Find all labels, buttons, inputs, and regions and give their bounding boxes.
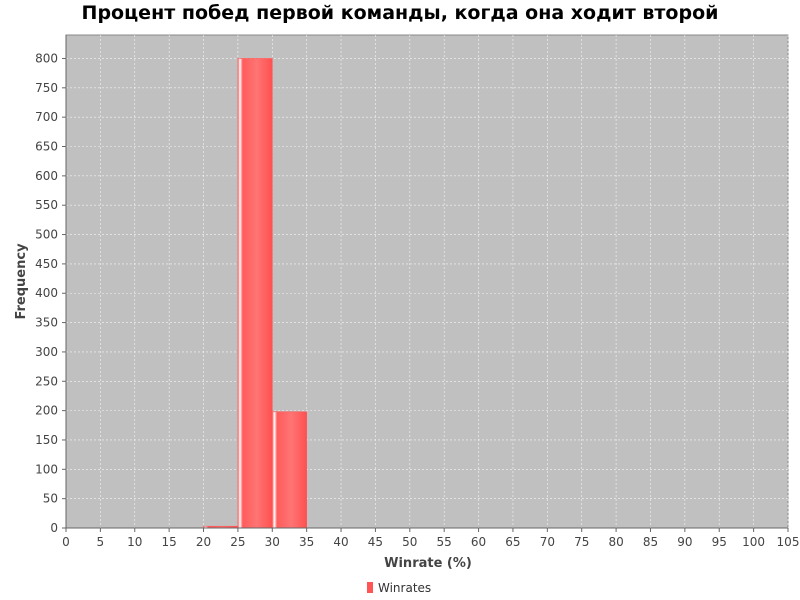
y-tick-label: 300 — [35, 345, 58, 359]
y-axis-label: Frequency — [14, 243, 29, 320]
y-tick-label: 0 — [50, 521, 58, 535]
y-tick-label: 650 — [35, 140, 58, 154]
x-tick-label: 45 — [368, 535, 383, 549]
legend-label-winrates: Winrates — [378, 581, 431, 595]
x-tick-label: 100 — [742, 535, 765, 549]
y-tick-label: 500 — [35, 228, 58, 242]
x-tick-label: 80 — [608, 535, 623, 549]
y-tick-label: 350 — [35, 316, 58, 330]
y-tick-label: 750 — [35, 81, 58, 95]
x-tick-label: 50 — [402, 535, 417, 549]
grid-lines — [65, 35, 789, 529]
histogram-bar — [237, 58, 273, 529]
y-tick-label: 600 — [35, 169, 58, 183]
chart-title: Процент побед первой команды, когда она … — [81, 2, 719, 24]
x-tick-label: 15 — [162, 535, 177, 549]
legend-swatch-winrates — [367, 582, 373, 593]
x-tick-label: 95 — [712, 535, 727, 549]
x-tick-label: 90 — [677, 535, 692, 549]
x-tick-label: 75 — [574, 535, 589, 549]
x-tick-label: 10 — [127, 535, 142, 549]
x-tick-label: 25 — [230, 535, 245, 549]
y-tick-label: 50 — [43, 492, 58, 506]
axes: 0 5 10 15 20 25 30 35 40 45 50 55 60 65 70 75 80 85 90 95 10… — [35, 35, 799, 549]
x-tick-label: 65 — [505, 535, 520, 549]
y-tick-label: 550 — [35, 198, 58, 212]
y-tick-label: 250 — [35, 374, 58, 388]
x-axis-label: Winrate (%) — [384, 556, 472, 571]
x-tick-label: 5 — [97, 535, 105, 549]
y-tick-label: 700 — [35, 110, 58, 124]
y-tick-label: 150 — [35, 433, 58, 447]
x-tick-label: 20 — [196, 535, 211, 549]
legend: Winrates — [367, 581, 431, 595]
x-tick-label: 60 — [471, 535, 486, 549]
y-tick-label: 200 — [35, 404, 58, 418]
y-tick-label: 400 — [35, 286, 58, 300]
x-tick-label: 30 — [265, 535, 280, 549]
x-tick-label: 40 — [333, 535, 348, 549]
x-tick-label: 105 — [777, 535, 800, 549]
x-tick-label: 70 — [540, 535, 555, 549]
x-tick-label: 55 — [437, 535, 452, 549]
plot-area — [65, 34, 789, 529]
x-tick-label: 0 — [62, 535, 70, 549]
y-tick-label: 450 — [35, 257, 58, 271]
y-tick-label: 100 — [35, 462, 58, 476]
y-tick-label: 800 — [35, 51, 58, 65]
x-tick-label: 35 — [299, 535, 314, 549]
histogram-bar — [271, 411, 307, 529]
x-tick-label: 85 — [643, 535, 658, 549]
